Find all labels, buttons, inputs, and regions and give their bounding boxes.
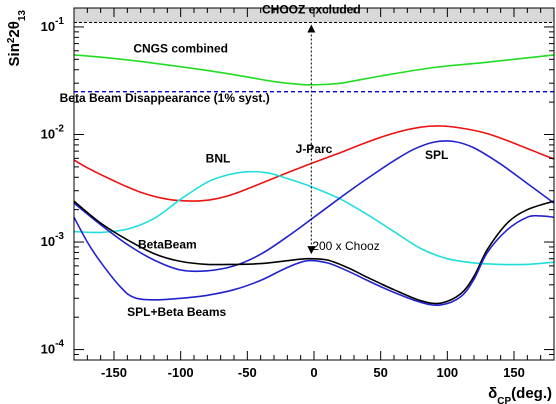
x-tick-label: -150	[101, 365, 127, 380]
arrow-label-200x-chooz: 200 x Chooz	[312, 239, 379, 253]
series-line-cngs-combined	[73, 54, 555, 86]
y-tick-exponent: -3	[55, 231, 64, 242]
y-tick-label: 10-1	[41, 16, 65, 34]
x-tick-label: 150	[503, 365, 525, 380]
label-spl-beta-beams: SPL+Beta Beams	[127, 305, 226, 319]
x-tick-label: -100	[168, 365, 194, 380]
series-line-betabeam	[73, 200, 555, 305]
series-line-spl	[73, 140, 555, 273]
arrow-head-up	[307, 24, 316, 33]
y-tick-label: 10-2	[41, 123, 65, 141]
label-beta-beam-disappearance-1-syst: Beta Beam Disappearance (1% syst.)	[60, 91, 270, 105]
x-axis-title: δCP(deg.)	[488, 385, 552, 404]
label-spl: SPL	[425, 148, 448, 162]
y-tick-mantissa: 10	[41, 234, 55, 249]
series-line-bnl	[73, 170, 555, 266]
x-tick-label: 50	[373, 365, 387, 380]
x-tick-label: -50	[238, 365, 257, 380]
plot-area	[74, 8, 554, 360]
x-axis-title-sub: CP	[497, 396, 511, 404]
y-tick-label: 10-4	[41, 339, 65, 357]
jparc-arrow	[307, 24, 316, 255]
y-tick-exponent: -2	[55, 123, 64, 134]
y-axis-title-main: Sin	[6, 43, 23, 66]
series-line-j-parc	[73, 125, 555, 202]
y-axis-title: Sin22θ13	[6, 10, 28, 67]
label-bnl: BNL	[206, 151, 231, 165]
label-j-parc: J-Parc	[296, 142, 333, 156]
y-axis-title-mid: 2θ	[6, 21, 23, 37]
label-betabeam: BetaBeam	[138, 238, 197, 252]
y-axis-title-sup: 2	[6, 37, 17, 43]
series-group	[73, 54, 555, 307]
y-tick-exponent: -1	[55, 16, 64, 27]
series-labels: CHOOZ excluded CNGS combined Beta Beam Dis…	[60, 2, 449, 319]
y-axis-title-sub: 13	[17, 10, 28, 22]
y-tick-mantissa: 10	[41, 342, 55, 357]
x-tick-label: 100	[436, 365, 458, 380]
x-tick-label: 0	[310, 365, 317, 380]
series-line-spl-beta-beams	[73, 214, 555, 307]
arrow-head-down	[307, 246, 316, 255]
x-axis-title-main: δ	[488, 385, 497, 402]
y-tick-mantissa: 10	[41, 126, 55, 141]
label-cngs-combined: CNGS combined	[133, 41, 228, 55]
y-tick-exponent: -4	[55, 339, 64, 350]
y-tick-label: 10-3	[41, 231, 65, 249]
label-chooz-excluded: CHOOZ excluded	[262, 2, 361, 16]
y-tick-mantissa: 10	[41, 19, 55, 34]
x-axis-title-suffix: (deg.)	[511, 385, 552, 402]
